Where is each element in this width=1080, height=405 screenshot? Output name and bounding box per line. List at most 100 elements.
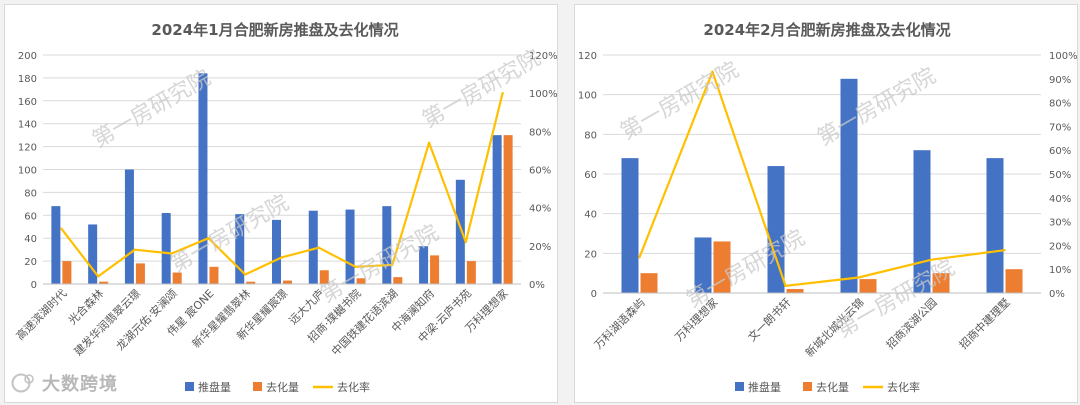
absorbed-bar bbox=[859, 279, 877, 293]
absorption-rate-point bbox=[1003, 248, 1006, 252]
listing-bar bbox=[382, 206, 392, 284]
watermark-text: 第一房研究院 bbox=[616, 58, 743, 146]
right-axis-tick-label: 100% bbox=[1049, 51, 1077, 62]
absorbed-bar bbox=[246, 281, 256, 284]
listing-bar bbox=[986, 158, 1004, 293]
legend-label: 推盘量 bbox=[198, 380, 231, 394]
logo-icon bbox=[11, 373, 34, 393]
left-axis-tick-label: 20 bbox=[24, 257, 37, 268]
absorbed-bar bbox=[99, 281, 109, 284]
left-axis-tick-label: 160 bbox=[18, 97, 37, 108]
absorption-rate-point bbox=[170, 252, 173, 255]
watermark-logo: 大数跨境 bbox=[10, 371, 118, 395]
listing-bar bbox=[198, 73, 208, 284]
listing-bar bbox=[51, 206, 61, 284]
absorbed-bar bbox=[135, 263, 145, 284]
absorbed-bar bbox=[503, 135, 513, 284]
absorbed-bar bbox=[786, 289, 804, 293]
absorption-rate-point bbox=[207, 237, 210, 240]
listing-bar bbox=[88, 224, 98, 284]
absorbed-bar bbox=[640, 273, 658, 293]
absorption-rate-point bbox=[930, 258, 933, 261]
listing-bar bbox=[161, 213, 171, 284]
right-axis-tick-label: 50% bbox=[1049, 170, 1071, 181]
listing-bar bbox=[913, 150, 931, 293]
left-axis-tick-label: 100 bbox=[18, 166, 37, 177]
absorption-rate-point bbox=[317, 246, 320, 249]
absorption-rate-point bbox=[638, 256, 641, 259]
absorbed-bar bbox=[932, 273, 950, 293]
absorbed-bar bbox=[209, 266, 219, 284]
listing-bar bbox=[345, 209, 355, 284]
left-axis-tick-label: 100 bbox=[578, 91, 597, 102]
right-axis-tick-label: 90% bbox=[1049, 75, 1071, 86]
right-axis-tick-label: 0% bbox=[529, 280, 545, 291]
watermark-text: 第一房研究院 bbox=[418, 46, 545, 134]
absorbed-bar bbox=[172, 272, 182, 284]
absorption-rate-point bbox=[501, 91, 504, 95]
logo-text: 大数跨境 bbox=[42, 374, 118, 395]
left-axis-tick-label: 0 bbox=[591, 289, 597, 300]
chart-title: 2024年1月合肥新房推盘及去化情况 bbox=[151, 21, 398, 39]
legend-label: 去化率 bbox=[337, 380, 370, 394]
right-axis-tick-label: 100% bbox=[529, 89, 557, 100]
right-axis-tick-label: 60% bbox=[1049, 146, 1071, 157]
absorption-rate-point bbox=[60, 227, 63, 230]
listing-bar bbox=[455, 179, 465, 284]
category-label: 高速滨湖时代 bbox=[13, 286, 70, 343]
absorption-rate-point bbox=[96, 275, 100, 278]
legend-swatch-absorbed bbox=[253, 382, 262, 391]
listing-bar bbox=[124, 169, 134, 284]
absorption-rate-point bbox=[464, 240, 468, 244]
listing-bar bbox=[840, 78, 858, 293]
right-axis-tick-label: 60% bbox=[529, 166, 551, 177]
listing-bar bbox=[235, 214, 245, 284]
right-axis-tick-label: 20% bbox=[1049, 241, 1071, 252]
legend-swatch-absorbed bbox=[803, 382, 812, 391]
legend-label: 去化量 bbox=[816, 380, 849, 394]
watermark-text: 第一房研究院 bbox=[88, 66, 215, 154]
left-axis-tick-label: 80 bbox=[24, 188, 37, 199]
left-axis-tick-label: 80 bbox=[584, 130, 597, 141]
absorption-rate-point bbox=[857, 276, 860, 279]
right-axis-tick-label: 40% bbox=[529, 204, 551, 215]
left-axis-tick-label: 0 bbox=[31, 280, 37, 291]
absorption-rate-point bbox=[244, 273, 247, 276]
left-axis-tick-label: 40 bbox=[584, 210, 597, 221]
listing-bar bbox=[767, 166, 785, 293]
absorption-rate-point bbox=[784, 284, 787, 288]
chart-panel-january: 2024年1月合肥新房推盘及去化情况 0 20 40 60 80 100 120 140 160 1… bbox=[4, 4, 558, 403]
category-label: 龙湖元佑·安澜颂 bbox=[113, 286, 180, 353]
absorbed-bar bbox=[713, 241, 731, 293]
absorption-rate-point bbox=[354, 265, 357, 269]
listing-bar bbox=[492, 135, 502, 284]
left-axis-tick-label: 20 bbox=[584, 249, 597, 260]
left-axis-tick-label: 40 bbox=[24, 234, 37, 245]
absorbed-bar bbox=[62, 261, 72, 284]
left-axis-tick-label: 60 bbox=[24, 211, 37, 222]
right-axis-tick-label: 120% bbox=[529, 51, 557, 62]
absorbed-bar bbox=[1005, 269, 1023, 293]
absorption-rate-point bbox=[427, 141, 431, 144]
right-axis-tick-label: 80% bbox=[1049, 99, 1071, 110]
chart-january: 2024年1月合肥新房推盘及去化情况 0 20 40 60 80 100 120 140 160 1… bbox=[13, 21, 557, 394]
chart-february: 2024年2月合肥新房推盘及去化情况 0 20 40 60 80 100 120 0% 10% 20… bbox=[578, 21, 1077, 394]
right-axis-tick-label: 80% bbox=[529, 127, 551, 138]
left-axis-tick-label: 120 bbox=[18, 143, 37, 154]
absorption-rate-point bbox=[280, 256, 284, 259]
right-axis-tick-label: 0% bbox=[1049, 289, 1065, 300]
listing-bar bbox=[694, 237, 712, 293]
category-label: 文一朗书轩 bbox=[745, 295, 794, 344]
right-axis-tick-label: 10% bbox=[1049, 265, 1071, 276]
absorbed-bar bbox=[466, 261, 476, 284]
category-label: 招商中建理墅 bbox=[956, 295, 1013, 352]
left-axis-tick-label: 180 bbox=[18, 74, 37, 85]
left-axis-tick-label: 60 bbox=[584, 170, 597, 181]
legend-label: 去化率 bbox=[887, 380, 920, 394]
left-axis-tick-label: 140 bbox=[18, 120, 37, 131]
category-label: 万科湖语森屿 bbox=[591, 295, 648, 352]
right-axis-tick-label: 20% bbox=[529, 242, 551, 253]
listing-bar bbox=[308, 210, 318, 284]
absorption-rate-point bbox=[711, 70, 714, 73]
right-axis-tick-label: 40% bbox=[1049, 194, 1071, 205]
